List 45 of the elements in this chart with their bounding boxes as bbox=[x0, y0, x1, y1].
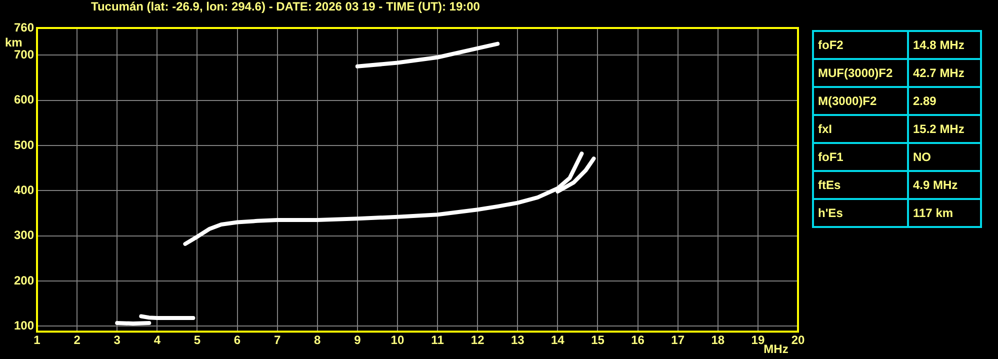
y-tick-label: 300 bbox=[14, 228, 34, 242]
x-tick-label: 19 bbox=[751, 333, 765, 348]
text: h'Es bbox=[813, 199, 908, 227]
y-tick-label: 100 bbox=[14, 318, 34, 332]
text: 15.2 MHz bbox=[908, 115, 981, 143]
text: 14.8 MHz bbox=[908, 31, 981, 59]
text: fxI bbox=[813, 115, 908, 143]
text: ftEs bbox=[813, 171, 908, 199]
y-tick-label: 200 bbox=[14, 273, 34, 288]
x-tick-label: 6 bbox=[234, 333, 241, 348]
text: 4.9 MHz bbox=[908, 171, 981, 199]
text: M(3000)F2 bbox=[813, 87, 908, 115]
x-tick-label: 1 bbox=[34, 333, 41, 348]
y-tick-label: 400 bbox=[14, 182, 34, 197]
text: foF2 bbox=[813, 31, 908, 59]
x-tick-label: 12 bbox=[470, 333, 485, 348]
x-tick-label: 15 bbox=[591, 333, 605, 348]
chart-title: Tucumán (lat: -26.9, lon: 294.6) - DATE: 2026 03 19 - TIME (UT): 19:00 bbox=[91, 0, 480, 14]
text: foF1 bbox=[813, 143, 908, 171]
x-axis-title: MHz bbox=[764, 342, 788, 356]
text: 117 km bbox=[908, 199, 981, 227]
text: 2.89 bbox=[908, 87, 981, 115]
x-tick-label: 3 bbox=[114, 333, 121, 348]
x-tick-label: 18 bbox=[711, 333, 725, 348]
x-tick-label: 4 bbox=[154, 333, 161, 348]
y-axis-title: km bbox=[5, 35, 22, 50]
y-tick-label: 600 bbox=[14, 92, 34, 107]
x-tick-label: 16 bbox=[631, 333, 645, 348]
y-tick-label: 500 bbox=[14, 138, 34, 152]
text: 42.7 MHz bbox=[908, 59, 981, 87]
y-tick-label: 760 bbox=[14, 20, 34, 34]
x-tick-label: 10 bbox=[390, 333, 404, 348]
x-tick-label: 5 bbox=[194, 333, 201, 348]
x-tick-label: 17 bbox=[671, 333, 685, 348]
text: MUF(3000)F2 bbox=[813, 59, 908, 87]
text: NO bbox=[908, 143, 981, 171]
x-tick-label: 14 bbox=[551, 333, 565, 348]
x-tick-label: 11 bbox=[431, 333, 444, 348]
x-tick-label: 13 bbox=[510, 333, 525, 348]
y-tick-label: 700 bbox=[14, 47, 34, 62]
x-tick-label: 20 bbox=[791, 333, 805, 348]
x-tick-label: 8 bbox=[314, 333, 322, 348]
x-tick-label: 7 bbox=[274, 333, 281, 348]
x-tick-label: 9 bbox=[354, 333, 362, 348]
x-tick-label: 2 bbox=[74, 333, 81, 348]
